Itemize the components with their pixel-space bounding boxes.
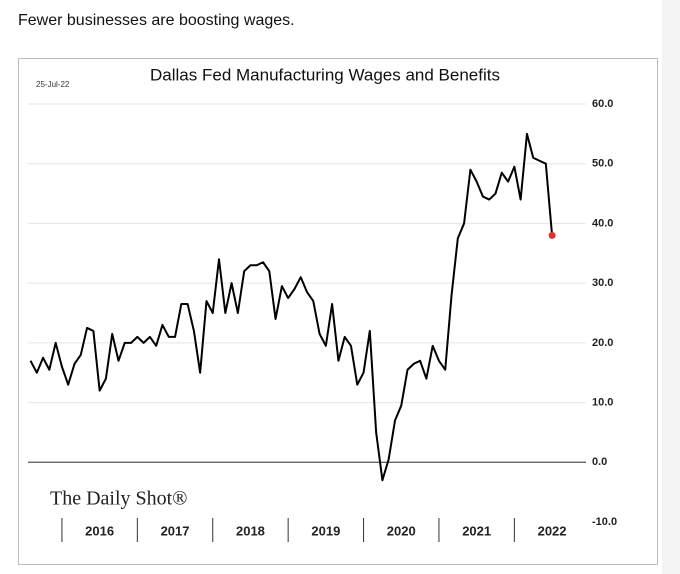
heading: Fewer businesses are boosting wages. <box>18 12 295 29</box>
y-tick-label: 50.0 <box>592 158 613 170</box>
y-tick-label: 20.0 <box>592 337 613 349</box>
chart-date: 25-Jul-22 <box>36 80 70 89</box>
y-tick-label: 60.0 <box>592 98 613 110</box>
x-tick-label: 2016 <box>85 523 114 538</box>
data-line <box>29 132 554 482</box>
chart-frame <box>18 58 658 565</box>
y-tick-label: 0.0 <box>592 456 607 468</box>
x-tick-label: 2022 <box>538 523 567 538</box>
chart-title: Dallas Fed Manufacturing Wages and Benef… <box>150 65 500 84</box>
chart: Dallas Fed Manufacturing Wages and Benef… <box>18 58 658 565</box>
x-tick-label: 2020 <box>387 523 416 538</box>
x-tick-label: 2021 <box>462 523 491 538</box>
y-tick-label: 40.0 <box>592 217 613 229</box>
x-tick-label: 2018 <box>236 523 265 538</box>
x-tick-label: 2019 <box>311 523 340 538</box>
x-tick-label: 2017 <box>161 523 190 538</box>
side-strip <box>662 0 680 574</box>
y-tick-label: 30.0 <box>592 277 613 289</box>
y-tick-label: 10.0 <box>592 396 613 408</box>
source-logo: The Daily Shot® <box>50 488 187 510</box>
last-point <box>548 231 556 239</box>
y-tick-label: -10.0 <box>592 516 617 528</box>
